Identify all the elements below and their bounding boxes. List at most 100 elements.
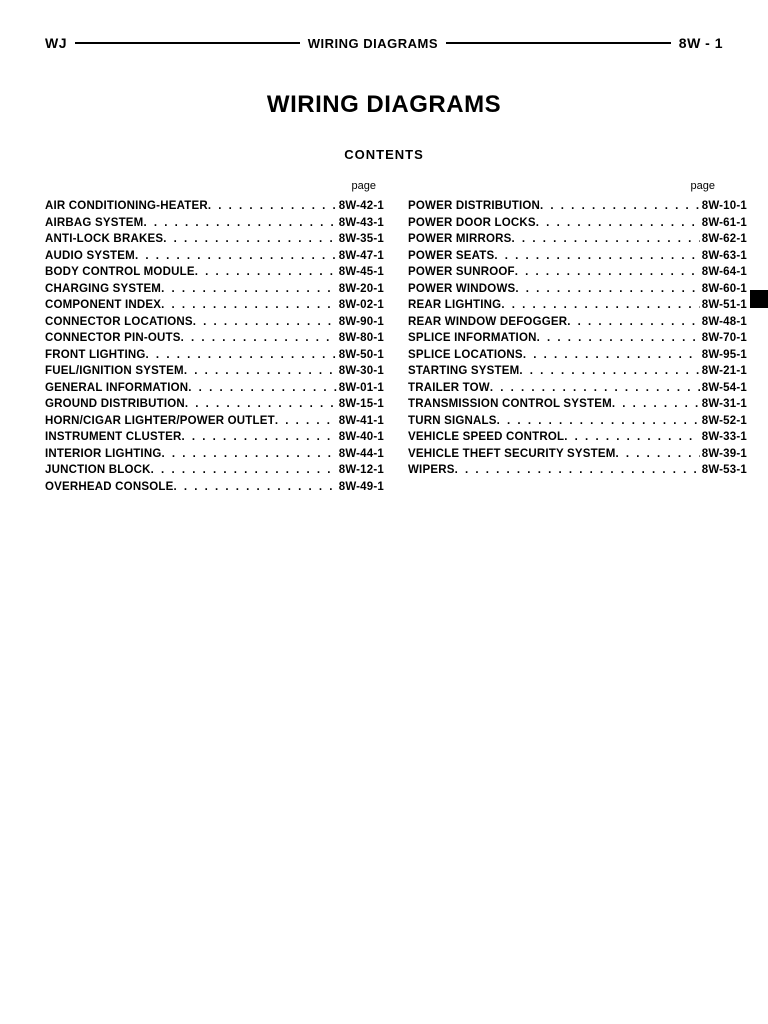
toc-entry[interactable]: BODY CONTROL MODULE8W-45-1 — [45, 264, 384, 281]
toc-entry-page: 8W-51-1 — [700, 297, 747, 314]
toc-entry[interactable]: OVERHEAD CONSOLE8W-49-1 — [45, 479, 384, 496]
toc-entry[interactable]: GENERAL INFORMATION 8W-01-1 — [45, 380, 384, 397]
toc-entry-label: VEHICLE SPEED CONTROL — [408, 429, 564, 446]
toc-entry-page: 8W-43-1 — [337, 215, 384, 232]
toc-entry[interactable]: TURN SIGNALS8W-52-1 — [408, 413, 747, 430]
toc-dot-leader — [161, 297, 337, 314]
toc-entry[interactable]: COMPONENT INDEX 8W-02-1 — [45, 297, 384, 314]
toc-entry-page: 8W-02-1 — [337, 297, 384, 314]
toc-entry-page: 8W-12-1 — [337, 462, 384, 479]
toc-entry-label: TRANSMISSION CONTROL SYSTEM — [408, 396, 612, 413]
header-center: WIRING DIAGRAMS — [300, 36, 446, 51]
toc-left-column: AIR CONDITIONING-HEATER8W-42-1AIRBAG SYS… — [45, 198, 384, 495]
toc-dot-leader — [135, 248, 337, 265]
toc-entry[interactable]: SPLICE INFORMATION8W-70-1 — [408, 330, 747, 347]
toc-entry-label: POWER SUNROOF — [408, 264, 515, 281]
toc-dot-leader — [537, 330, 700, 347]
toc-entry[interactable]: VEHICLE SPEED CONTROL 8W-33-1 — [408, 429, 747, 446]
toc-dot-leader — [193, 314, 337, 331]
toc-columns: AIR CONDITIONING-HEATER8W-42-1AIRBAG SYS… — [45, 198, 723, 495]
header-right: 8W - 1 — [671, 35, 723, 51]
toc-entry-label: HORN/CIGAR LIGHTER/POWER OUTLET — [45, 413, 275, 430]
toc-entry[interactable]: INTERIOR LIGHTING8W-44-1 — [45, 446, 384, 463]
toc-entry[interactable]: AUDIO SYSTEM 8W-47-1 — [45, 248, 384, 265]
toc-entry-label: INTERIOR LIGHTING — [45, 446, 161, 463]
toc-entry[interactable]: HORN/CIGAR LIGHTER/POWER OUTLET 8W-41-1 — [45, 413, 384, 430]
toc-entry[interactable]: POWER WINDOWS8W-60-1 — [408, 281, 747, 298]
toc-entry-page: 8W-35-1 — [337, 231, 384, 248]
toc-entry-label: STARTING SYSTEM — [408, 363, 519, 380]
toc-entry[interactable]: VEHICLE THEFT SECURITY SYSTEM8W-39-1 — [408, 446, 747, 463]
toc-dot-leader — [512, 231, 700, 248]
toc-entry-page: 8W-90-1 — [337, 314, 384, 331]
toc-entry-label: TRAILER TOW — [408, 380, 490, 397]
toc-entry[interactable]: GROUND DISTRIBUTION 8W-15-1 — [45, 396, 384, 413]
page-header: WJ WIRING DIAGRAMS 8W - 1 — [45, 35, 723, 51]
toc-dot-leader — [616, 446, 700, 463]
toc-entry-page: 8W-20-1 — [337, 281, 384, 298]
toc-entry[interactable]: POWER DISTRIBUTION8W-10-1 — [408, 198, 747, 215]
header-rule-right — [446, 42, 671, 44]
toc-entry-label: CONNECTOR PIN-OUTS — [45, 330, 181, 347]
toc-entry[interactable]: TRANSMISSION CONTROL SYSTEM 8W-31-1 — [408, 396, 747, 413]
toc-entry-label: ANTI-LOCK BRAKES — [45, 231, 163, 248]
toc-entry[interactable]: CONNECTOR LOCATIONS 8W-90-1 — [45, 314, 384, 331]
toc-entry-page: 8W-45-1 — [337, 264, 384, 281]
header-rule-left — [75, 42, 300, 44]
toc-entry[interactable]: POWER MIRRORS8W-62-1 — [408, 231, 747, 248]
toc-entry[interactable]: CONNECTOR PIN-OUTS8W-80-1 — [45, 330, 384, 347]
toc-entry-label: GROUND DISTRIBUTION — [45, 396, 185, 413]
toc-entry[interactable]: INSTRUMENT CLUSTER8W-40-1 — [45, 429, 384, 446]
toc-dot-leader — [161, 446, 336, 463]
toc-entry-page: 8W-15-1 — [337, 396, 384, 413]
toc-entry[interactable]: WIPERS8W-53-1 — [408, 462, 747, 479]
toc-dot-leader — [275, 413, 337, 430]
toc-entry[interactable]: FUEL/IGNITION SYSTEM8W-30-1 — [45, 363, 384, 380]
toc-dot-leader — [184, 363, 337, 380]
toc-entry[interactable]: STARTING SYSTEM 8W-21-1 — [408, 363, 747, 380]
toc-dot-leader — [182, 429, 337, 446]
toc-entry[interactable]: ANTI-LOCK BRAKES 8W-35-1 — [45, 231, 384, 248]
toc-entry[interactable]: POWER SUNROOF8W-64-1 — [408, 264, 747, 281]
toc-entry-page: 8W-47-1 — [337, 248, 384, 265]
page-title: WIRING DIAGRAMS — [45, 91, 723, 119]
toc-dot-leader — [146, 347, 337, 364]
toc-entry[interactable]: JUNCTION BLOCK 8W-12-1 — [45, 462, 384, 479]
toc-entry-label: AUDIO SYSTEM — [45, 248, 135, 265]
toc-entry-page: 8W-95-1 — [700, 347, 747, 364]
toc-entry-label: JUNCTION BLOCK — [45, 462, 151, 479]
toc-entry-page: 8W-41-1 — [337, 413, 384, 430]
toc-entry-page: 8W-01-1 — [337, 380, 384, 397]
toc-entry[interactable]: AIR CONDITIONING-HEATER8W-42-1 — [45, 198, 384, 215]
toc-entry-label: GENERAL INFORMATION — [45, 380, 188, 397]
toc-entry-label: AIR CONDITIONING-HEATER — [45, 198, 208, 215]
toc-dot-leader — [515, 281, 699, 298]
toc-entry[interactable]: REAR WINDOW DEFOGGER8W-48-1 — [408, 314, 747, 331]
toc-entry[interactable]: POWER DOOR LOCKS8W-61-1 — [408, 215, 747, 232]
toc-entry-page: 8W-31-1 — [700, 396, 747, 413]
toc-dot-leader — [494, 248, 699, 265]
toc-dot-leader — [173, 479, 336, 496]
toc-entry[interactable]: TRAILER TOW8W-54-1 — [408, 380, 747, 397]
contents-heading: CONTENTS — [45, 147, 723, 162]
toc-entry[interactable]: REAR LIGHTING8W-51-1 — [408, 297, 747, 314]
toc-dot-leader — [188, 380, 336, 397]
toc-entry[interactable]: POWER SEATS8W-63-1 — [408, 248, 747, 265]
toc-entry-label: FUEL/IGNITION SYSTEM — [45, 363, 184, 380]
toc-entry-page: 8W-40-1 — [337, 429, 384, 446]
toc-entry-label: POWER SEATS — [408, 248, 494, 265]
toc-entry-page: 8W-49-1 — [337, 479, 384, 496]
toc-entry[interactable]: AIRBAG SYSTEM8W-43-1 — [45, 215, 384, 232]
toc-entry[interactable]: CHARGING SYSTEM8W-20-1 — [45, 281, 384, 298]
toc-entry-label: COMPONENT INDEX — [45, 297, 161, 314]
toc-entry[interactable]: SPLICE LOCATIONS 8W-95-1 — [408, 347, 747, 364]
toc-entry-page: 8W-21-1 — [700, 363, 747, 380]
toc-entry-page: 8W-53-1 — [700, 462, 747, 479]
toc-entry-page: 8W-33-1 — [700, 429, 747, 446]
toc-dot-leader — [181, 330, 337, 347]
toc-entry[interactable]: FRONT LIGHTING8W-50-1 — [45, 347, 384, 364]
toc-entry-page: 8W-70-1 — [700, 330, 747, 347]
page-label-right: page — [384, 180, 723, 192]
toc-entry-label: SPLICE LOCATIONS — [408, 347, 523, 364]
toc-entry-label: CONNECTOR LOCATIONS — [45, 314, 193, 331]
